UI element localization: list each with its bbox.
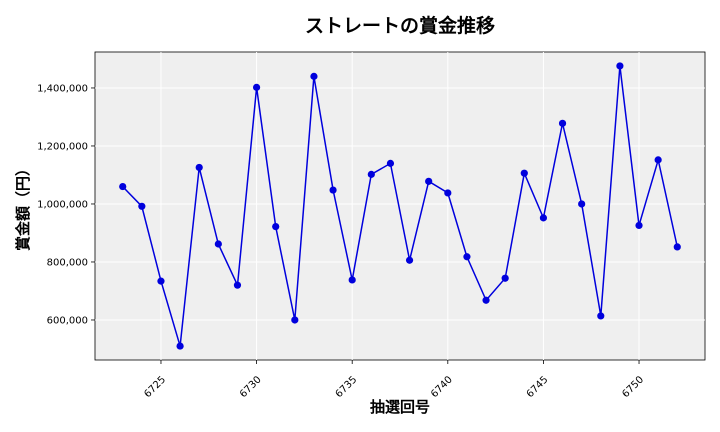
data-point	[520, 169, 528, 177]
data-point	[482, 296, 490, 304]
y-tick-label: 1,000,000	[37, 199, 88, 210]
y-tick-label: 1,200,000	[37, 141, 88, 152]
data-point	[195, 163, 203, 172]
data-point	[119, 182, 127, 191]
x-tick-label: 6745	[525, 374, 551, 400]
x-tick-label: 6725	[142, 374, 168, 400]
data-point	[463, 253, 471, 261]
x-tick-label: 6740	[429, 374, 455, 400]
data-point	[578, 200, 586, 208]
data-point	[405, 256, 414, 264]
plot-area	[94, 51, 706, 361]
y-tick-label: 800,000	[47, 257, 88, 268]
series-group	[119, 62, 681, 350]
data-point	[616, 62, 624, 70]
series-line	[122, 65, 679, 347]
data-point	[252, 83, 261, 91]
data-point	[348, 276, 356, 284]
y-axis-label: 賞金額（円）	[14, 161, 32, 251]
data-point	[635, 221, 643, 230]
data-point	[386, 159, 395, 167]
data-point	[367, 170, 375, 178]
x-tick-label: 6735	[334, 374, 360, 400]
data-point	[444, 189, 452, 197]
data-point	[157, 277, 165, 285]
data-point	[272, 222, 280, 231]
data-point	[329, 186, 337, 194]
data-point	[558, 119, 567, 127]
data-point	[539, 214, 548, 222]
data-point	[233, 281, 242, 289]
x-tick-label: 6730	[238, 374, 264, 400]
data-point	[501, 274, 509, 282]
y-axis-ticks: 600,000 800,000 1,000,000 1,200,000 1,400,00…	[37, 83, 95, 326]
x-tick-label: 6750	[620, 374, 646, 400]
data-point	[673, 243, 681, 251]
x-axis-ticks: 6725 6730 6735 6740 6745 6750	[142, 360, 646, 400]
y-tick-label: 1,400,000	[37, 83, 88, 94]
data-point	[176, 342, 184, 350]
grid-lines	[95, 52, 705, 360]
data-point	[214, 240, 222, 248]
data-point	[425, 177, 433, 185]
data-point	[310, 72, 318, 80]
chart-title: ストレートの賞金推移	[305, 14, 495, 37]
data-point	[654, 156, 662, 164]
x-axis-label: 抽選回号	[370, 398, 430, 416]
data-point	[597, 312, 605, 320]
data-point	[291, 316, 299, 324]
data-point	[138, 202, 146, 210]
y-tick-label: 600,000	[47, 315, 88, 326]
